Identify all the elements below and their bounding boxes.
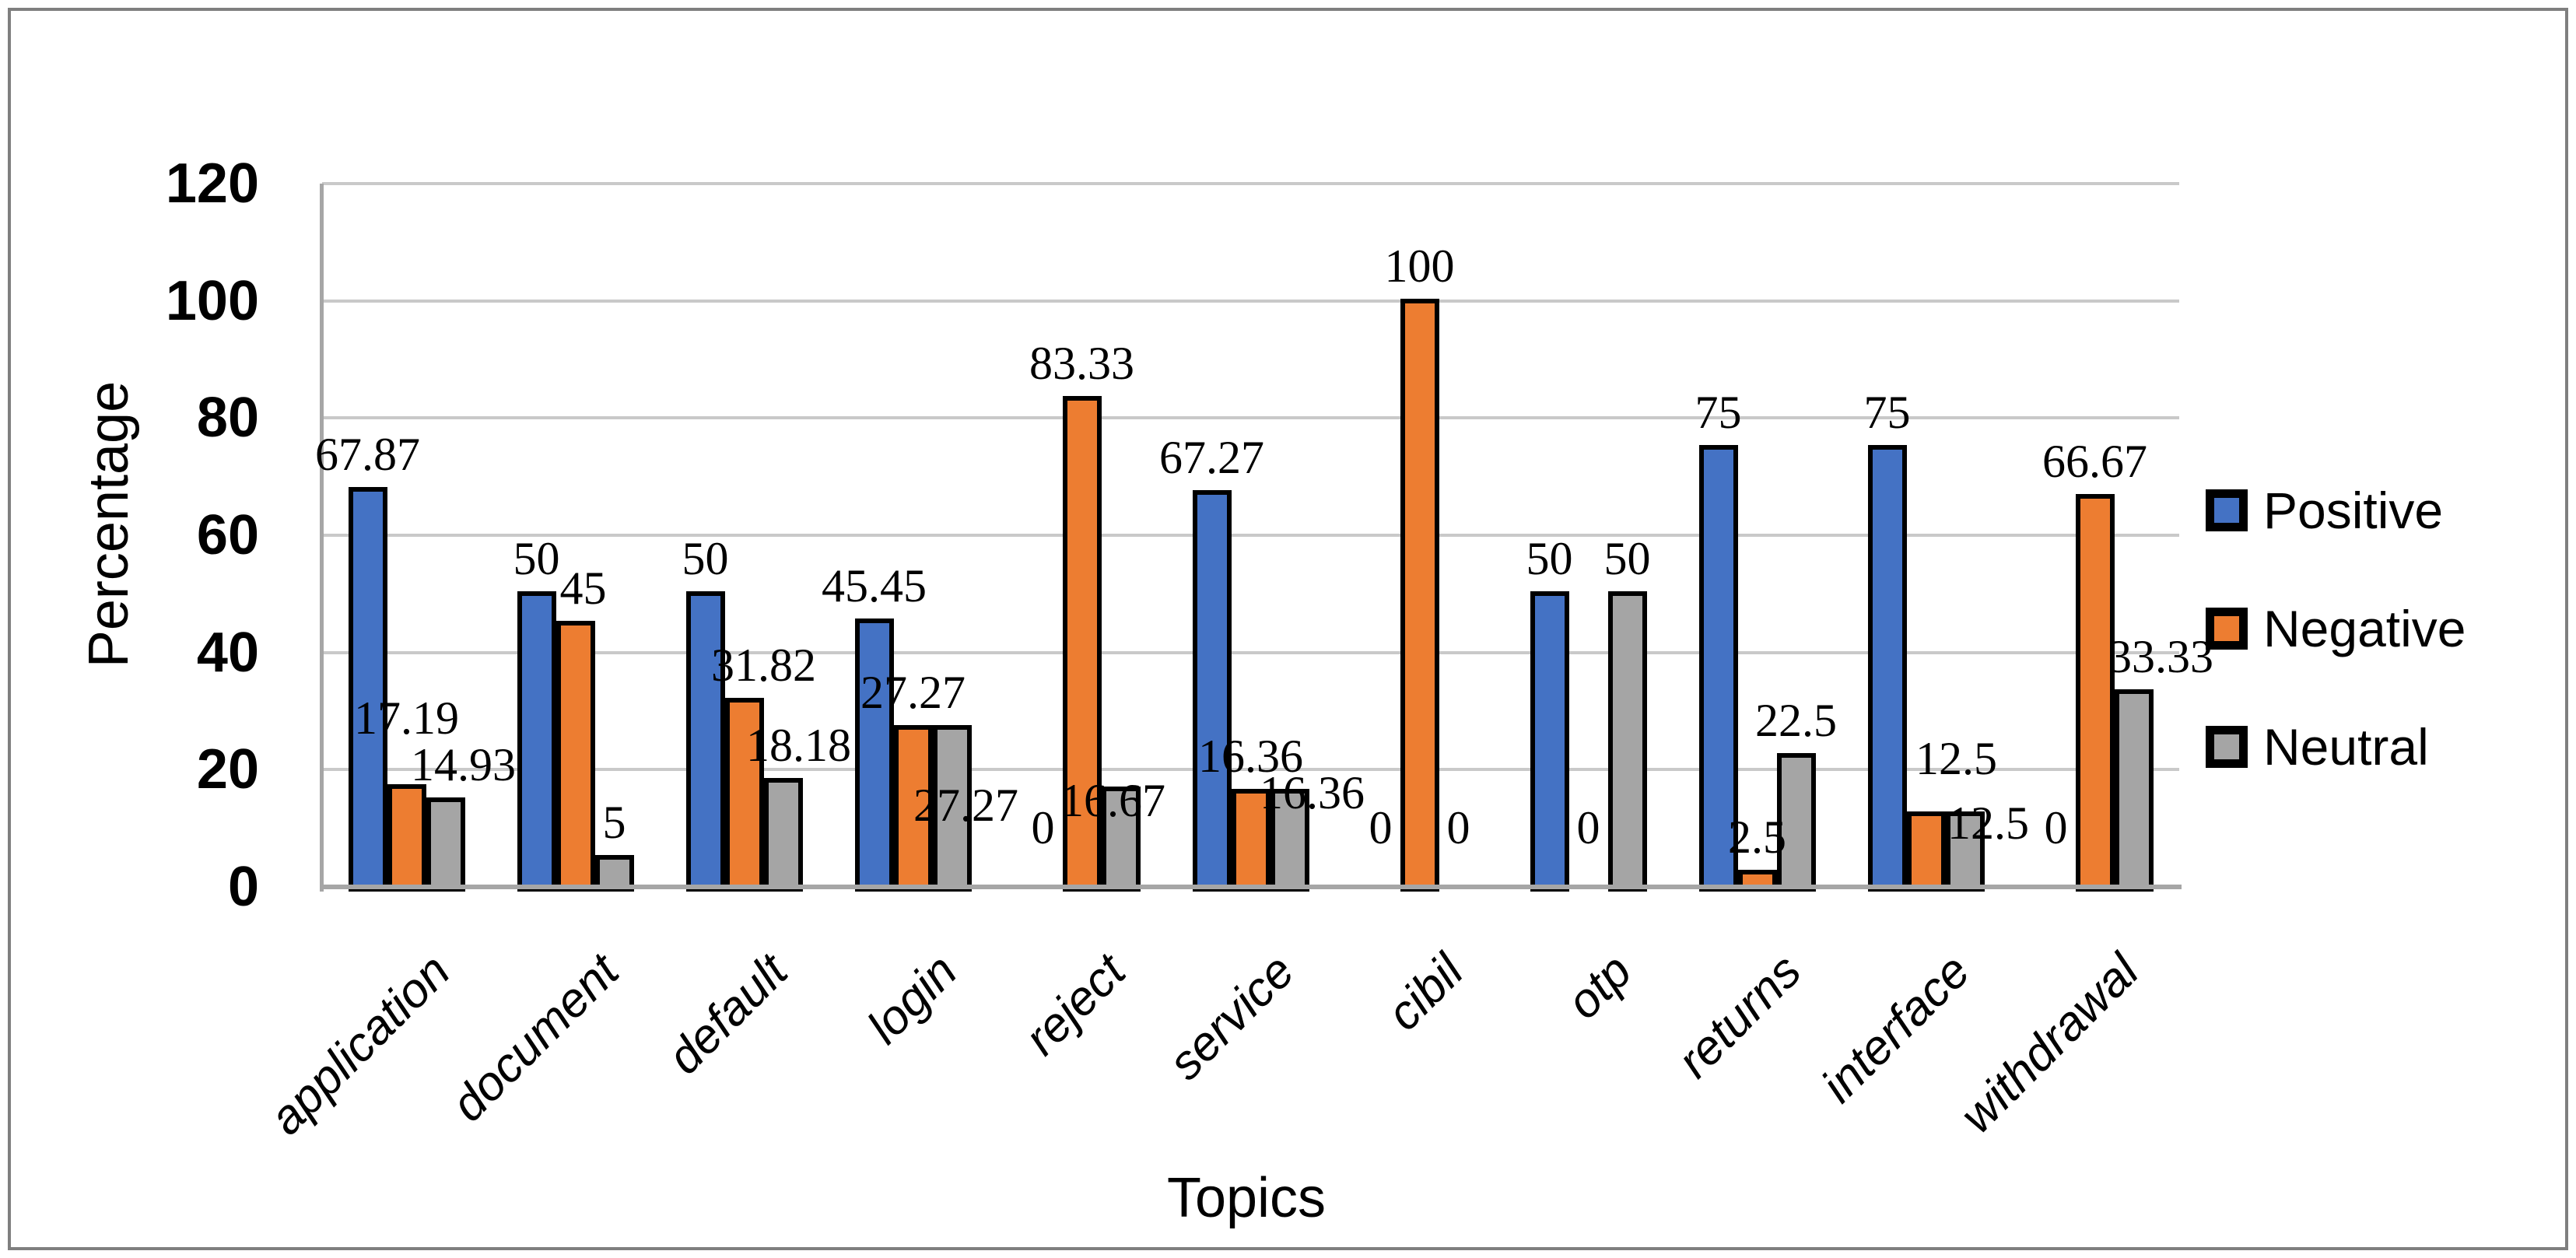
- data-label-negative-login: 27.27: [860, 666, 966, 718]
- y-tick-label-20: 20: [196, 738, 259, 801]
- bar-negative-document: [556, 621, 595, 892]
- data-label-negative-otp: 0: [1576, 802, 1600, 853]
- bar-negative-interface: [1906, 811, 1946, 892]
- legend-item-positive: Positive: [2206, 481, 2443, 540]
- data-label-negative-withdrawal: 66.67: [2042, 435, 2147, 487]
- bar-positive-interface: [1867, 445, 1907, 892]
- data-label-neutral-reject: 16.67: [1060, 775, 1165, 827]
- data-label-positive-returns: 75: [1695, 387, 1742, 438]
- bar-positive-returns: [1698, 445, 1738, 892]
- legend-item-negative: Negative: [2206, 599, 2466, 658]
- x-tick-label-interface: interface: [1810, 944, 1980, 1113]
- bar-positive-service: [1192, 490, 1232, 892]
- data-label-positive-otp: 50: [1526, 533, 1573, 585]
- gridline-60: [322, 534, 2179, 537]
- data-label-neutral-login: 27.27: [913, 779, 1018, 831]
- y-tick-label-100: 100: [165, 269, 259, 332]
- bar-negative-login: [893, 724, 933, 892]
- data-label-negative-default: 31.82: [711, 640, 816, 692]
- x-tick-label-reject: reject: [1014, 944, 1136, 1066]
- x-tick-label-returns: returns: [1667, 944, 1811, 1088]
- legend-label-negative: Negative: [2263, 600, 2466, 657]
- bar-neutral-withdrawal: [2114, 689, 2154, 892]
- bar-neutral-reject: [1101, 787, 1141, 892]
- y-tick-label-0: 0: [227, 856, 259, 918]
- bar-neutral-login: [932, 724, 972, 892]
- x-tick-label-application: application: [259, 944, 461, 1145]
- data-label-positive-service: 67.27: [1159, 432, 1264, 484]
- bar-neutral-service: [1270, 788, 1309, 892]
- figure-border: [8, 8, 2568, 1250]
- data-label-positive-login: 45.45: [822, 559, 927, 611]
- x-axis-title: Topics: [1166, 1167, 1327, 1229]
- legend-label-positive: Positive: [2263, 482, 2444, 539]
- x-tick-label-login: login: [857, 944, 967, 1055]
- bar-negative-service: [1231, 788, 1270, 892]
- gridline-120: [322, 182, 2179, 185]
- data-label-positive-interface: 75: [1863, 387, 1911, 438]
- legend-swatch-positive: [2206, 489, 2248, 531]
- x-tick-label-withdrawal: withdrawal: [1949, 944, 2149, 1144]
- gridline-40: [322, 650, 2179, 654]
- gridline-80: [322, 416, 2179, 420]
- data-label-neutral-service: 16.36: [1260, 766, 1365, 818]
- bar-negative-application: [387, 783, 426, 892]
- data-label-neutral-cibil: 0: [1446, 802, 1470, 853]
- bar-neutral-default: [763, 778, 803, 892]
- data-label-negative-returns: 2.5: [1728, 811, 1786, 864]
- y-tick-label-40: 40: [196, 621, 259, 684]
- data-label-neutral-default: 18.18: [746, 720, 851, 772]
- data-label-neutral-returns: 22.5: [1755, 694, 1837, 746]
- x-tick-label-otp: otp: [1557, 944, 1642, 1030]
- data-label-negative-interface: 12.5: [1915, 732, 1997, 784]
- x-tick-label-document: document: [441, 944, 629, 1132]
- y-tick-label-120: 120: [165, 152, 259, 215]
- data-label-neutral-document: 5: [602, 797, 626, 849]
- legend-swatch-neutral: [2206, 726, 2248, 768]
- data-label-positive-document: 50: [513, 533, 560, 585]
- y-tick-label-60: 60: [196, 504, 259, 566]
- bar-neutral-otp: [1607, 591, 1647, 892]
- y-axis-line: [320, 184, 324, 892]
- data-label-negative-application: 17.19: [354, 692, 459, 744]
- x-tick-label-default: default: [657, 944, 798, 1085]
- data-label-neutral-interface: 12.5: [1947, 797, 2029, 849]
- bar-negative-default: [724, 698, 764, 892]
- bar-negative-reject: [1062, 396, 1102, 892]
- bar-positive-application: [348, 486, 387, 892]
- bar-positive-default: [685, 591, 725, 892]
- data-label-positive-reject: 0: [1031, 802, 1055, 853]
- data-label-positive-application: 67.87: [315, 428, 420, 480]
- y-tick-label-80: 80: [196, 387, 259, 450]
- bar-negative-withdrawal: [2075, 493, 2115, 892]
- data-label-positive-cibil: 0: [1369, 802, 1393, 853]
- data-label-positive-withdrawal: 0: [2044, 802, 2068, 853]
- legend-item-neutral: Neutral: [2206, 717, 2429, 776]
- data-label-positive-default: 50: [682, 533, 729, 585]
- data-label-neutral-otp: 50: [1603, 533, 1651, 585]
- x-tick-label-service: service: [1158, 944, 1305, 1091]
- gridline-100: [322, 299, 2179, 303]
- data-label-neutral-application: 14.93: [411, 738, 516, 790]
- bar-neutral-returns: [1776, 752, 1816, 892]
- bar-neutral-interface: [1945, 811, 1985, 892]
- bar-positive-login: [854, 618, 894, 892]
- data-label-negative-document: 45: [559, 562, 607, 614]
- bar-positive-document: [517, 591, 556, 892]
- bar-positive-otp: [1530, 591, 1569, 892]
- gridline-20: [322, 768, 2179, 772]
- bar-negative-cibil: [1400, 298, 1439, 892]
- bar-neutral-application: [426, 797, 465, 892]
- data-label-negative-service: 16.36: [1198, 730, 1303, 782]
- x-axis-line: [320, 885, 2182, 889]
- x-tick-label-cibil: cibil: [1376, 944, 1474, 1041]
- data-label-neutral-withdrawal: 33.33: [2108, 630, 2213, 682]
- legend-label-neutral: Neutral: [2263, 718, 2429, 776]
- legend-swatch-negative: [2206, 608, 2248, 650]
- data-label-negative-reject: 83.33: [1029, 338, 1134, 390]
- data-label-negative-cibil: 100: [1384, 240, 1455, 292]
